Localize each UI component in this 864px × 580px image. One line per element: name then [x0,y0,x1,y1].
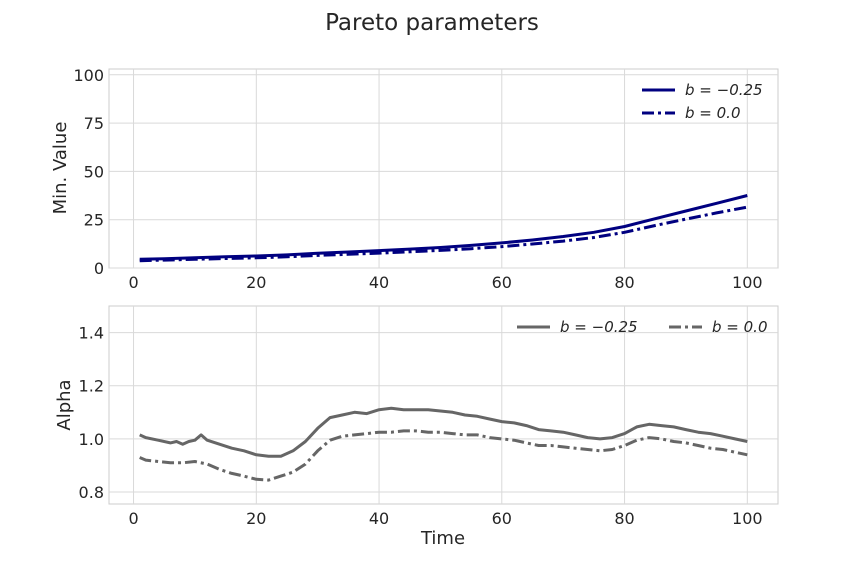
legend-label: b = −0.25 [560,318,638,336]
series-line-b-0 [139,205,748,263]
min-value-plot-frame [108,68,779,269]
legend-label: b = 0.0 [685,104,740,122]
min-value-ylabel: Min. Value [50,122,71,215]
alpha-plot-frame [108,305,779,505]
x-tick-label: 60 [492,509,512,528]
series-line-b-0 [139,429,748,482]
min-value-tick-labels: 0 20 40 60 80 100 0 25 50 75 100 [73,66,762,292]
y-tick-label: 25 [84,211,104,230]
y-tick-label: 0 [94,259,104,278]
x-tick-label: 60 [492,273,512,292]
x-tick-label: 80 [614,273,634,292]
min-value-legend: b = −0.25 b = 0.0 [642,81,763,122]
y-tick-label: 1.0 [79,430,104,449]
y-tick-label: 0.8 [79,483,104,502]
alpha-series [139,406,748,482]
x-tick-label: 80 [614,509,634,528]
figure-title: Pareto parameters [325,10,539,36]
min-value-panel: 0 20 40 60 80 100 0 25 50 75 100 Min. Value b = −0… [50,66,779,292]
x-tick-label: 0 [128,509,138,528]
x-tick-label: 20 [246,273,266,292]
x-tick-label: 40 [369,273,389,292]
series-line-b-neg025 [139,194,748,261]
y-tick-label: 1.4 [79,324,104,343]
x-tick-label: 20 [246,509,266,528]
alpha-grid [109,306,778,504]
alpha-tick-labels: 0 20 40 60 80 100 0.8 1.0 1.2 1.4 [79,324,763,528]
y-tick-label: 50 [84,162,104,181]
alpha-xlabel: Time [420,528,465,549]
x-tick-label: 100 [732,509,763,528]
x-tick-label: 100 [732,273,763,292]
legend-label: b = 0.0 [712,318,767,336]
alpha-panel: 0 20 40 60 80 100 0.8 1.0 1.2 1.4 Alpha Time b = … [54,305,779,549]
x-tick-label: 40 [369,509,389,528]
legend-label: b = −0.25 [685,81,763,99]
y-tick-label: 75 [84,114,104,133]
min-value-series [139,194,748,263]
series-line-b-neg025 [139,406,748,458]
min-value-grid [109,69,778,269]
y-tick-label: 1.2 [79,377,104,396]
x-tick-label: 0 [128,273,138,292]
alpha-ylabel: Alpha [54,379,75,430]
alpha-legend: b = −0.25 b = 0.0 [517,318,767,336]
y-tick-label: 100 [73,66,104,85]
